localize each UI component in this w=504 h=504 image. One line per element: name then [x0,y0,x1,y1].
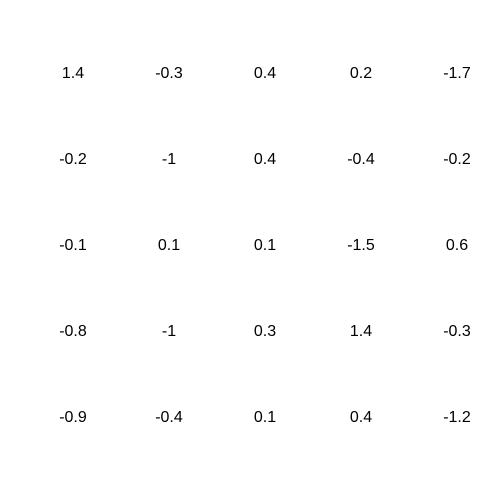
cell-r1-c4: 0.2 [349,65,373,82]
cell-r4-c5: -0.3 [443,323,471,340]
cell-r4-c4: 1.4 [349,323,373,340]
cell-r5-c2: -0.4 [155,409,183,426]
cell-r4-c3: 0.3 [253,323,277,340]
cell-r5-c4: 0.4 [349,409,373,426]
cell-r5-c5: -1.2 [443,409,471,426]
cell-r3-c5: 0.6 [445,237,469,254]
cell-r3-c4: -1.5 [347,237,375,254]
cell-r1-c3: 0.4 [253,65,277,82]
cell-r1-c5: -1.7 [443,65,471,82]
cell-r4-c2: -1 [161,323,177,340]
cell-r5-c1: -0.9 [59,409,87,426]
cell-r4-c1: -0.8 [59,323,87,340]
cell-r3-c1: -0.1 [59,237,87,254]
cell-r5-c3: 0.1 [253,409,277,426]
cell-r3-c2: 0.1 [157,237,181,254]
cell-r3-c3: 0.1 [253,237,277,254]
cell-r2-c2: -1 [161,151,177,168]
cell-r2-c3: 0.4 [253,151,277,168]
cell-r2-c5: -0.2 [443,151,471,168]
cell-r1-c1: 1.4 [61,65,85,82]
cell-r2-c4: -0.4 [347,151,375,168]
cell-r1-c2: -0.3 [155,65,183,82]
cell-r2-c1: -0.2 [59,151,87,168]
